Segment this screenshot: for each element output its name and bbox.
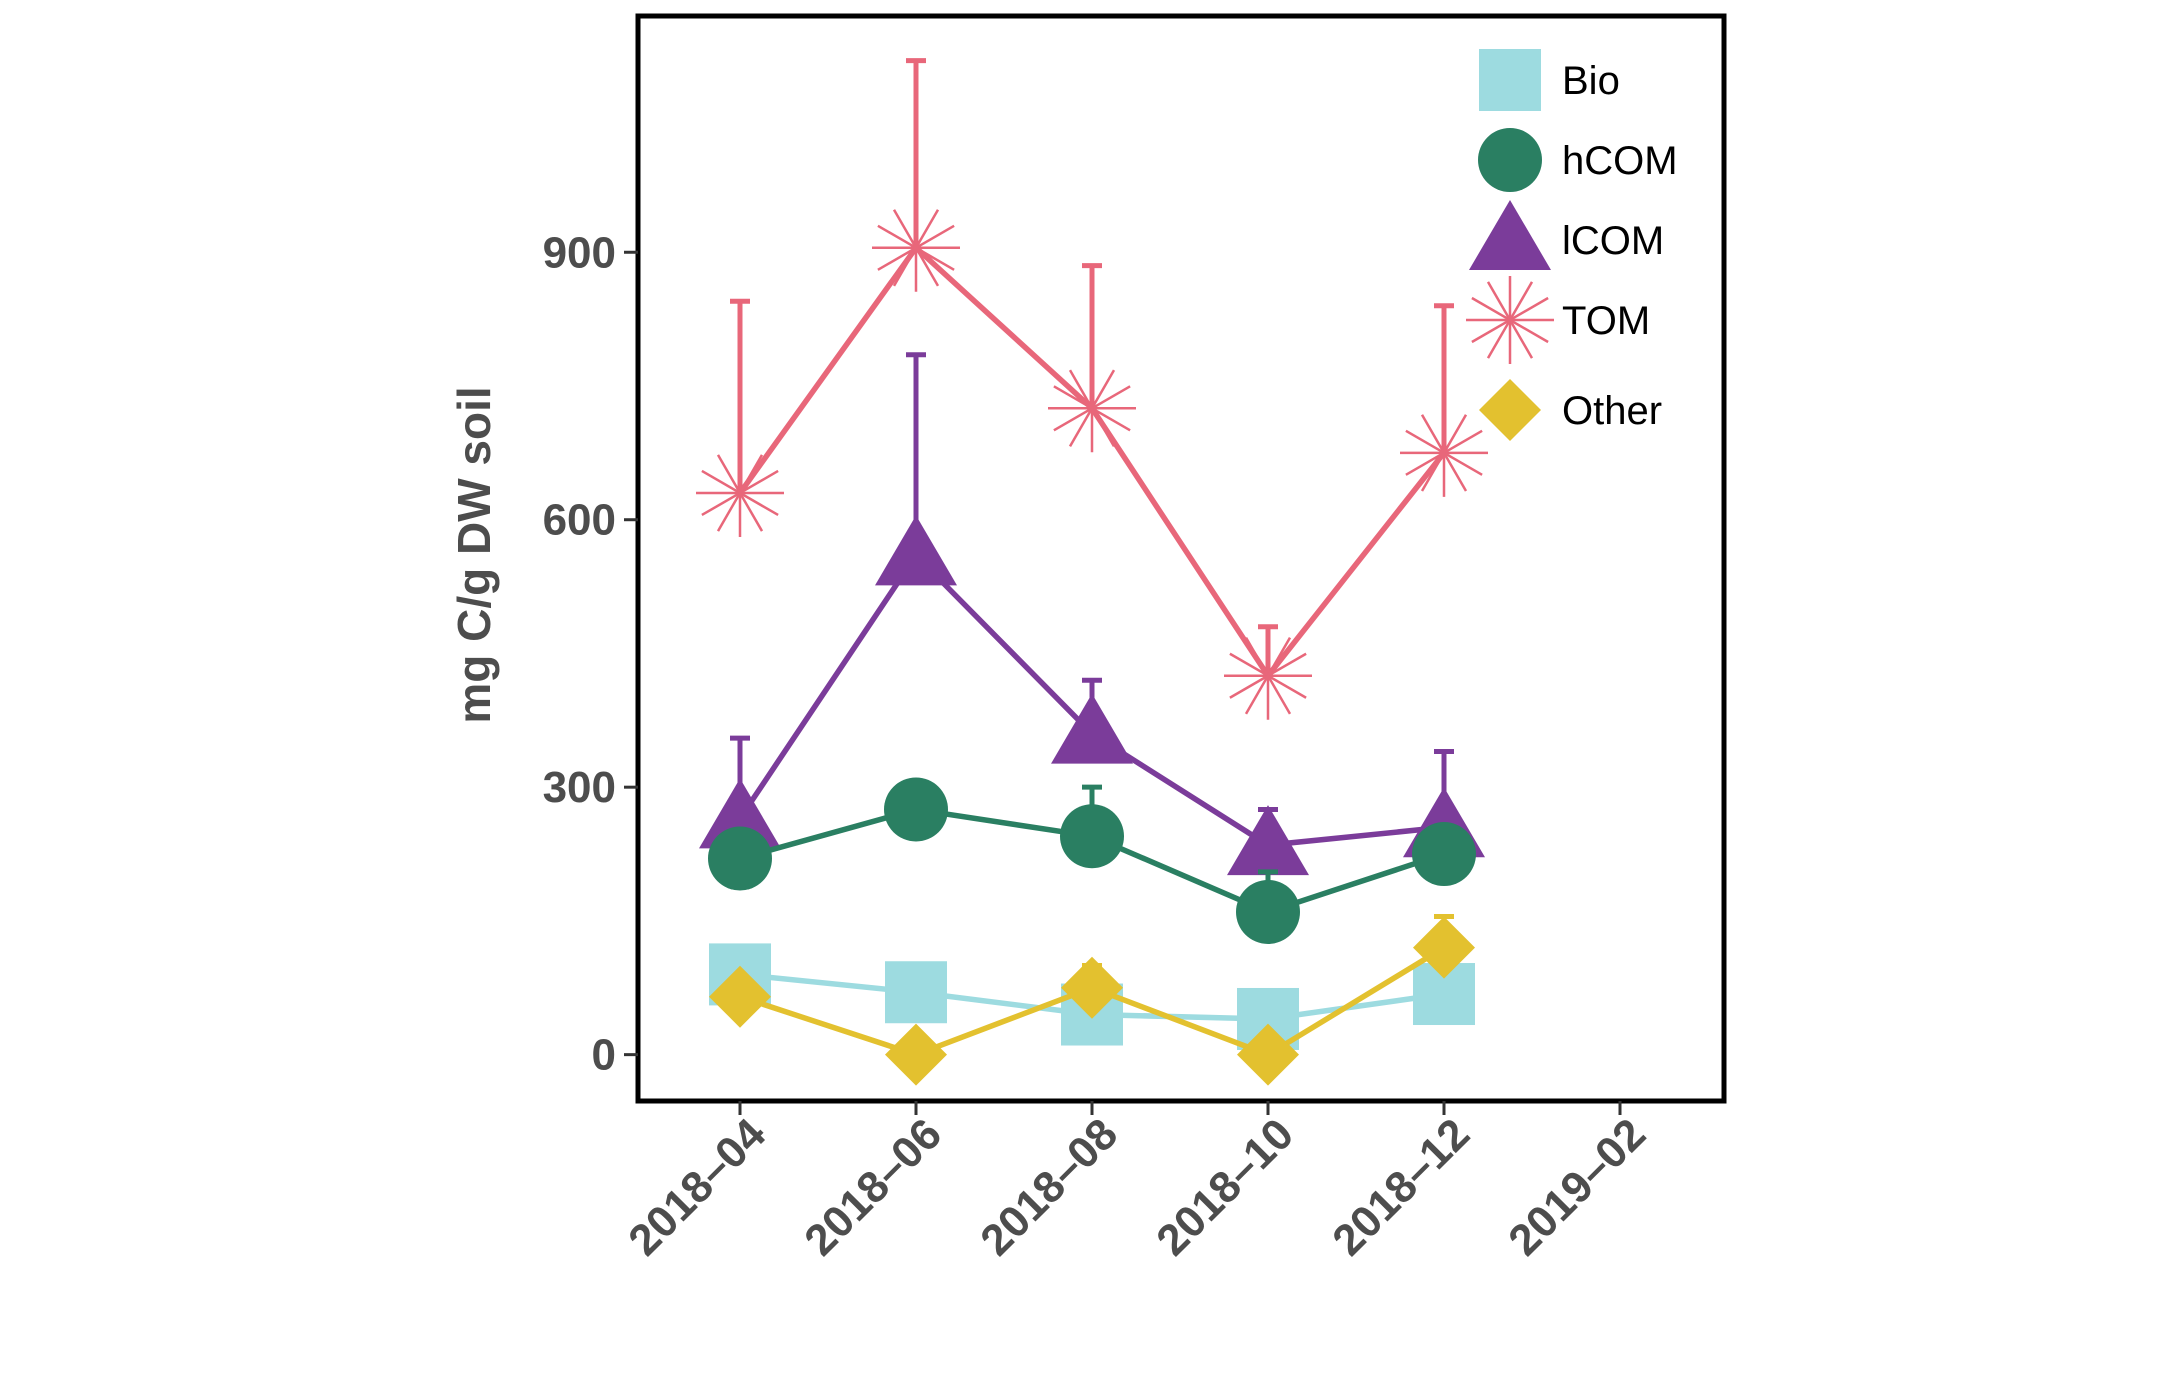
legend-key-other xyxy=(1479,379,1541,441)
y-tick-label: 900 xyxy=(543,228,616,277)
point-other xyxy=(1061,956,1123,1019)
asterisk-stroke xyxy=(892,209,940,287)
circle-marker xyxy=(708,826,772,891)
point-tom xyxy=(1400,408,1488,497)
x-tick-label: 2018–12 xyxy=(1323,1109,1479,1265)
point-tom xyxy=(1048,364,1136,453)
point-hcom xyxy=(1236,879,1300,944)
square-marker xyxy=(1479,49,1541,111)
circle-marker xyxy=(1478,128,1542,192)
x-tick-label: 2019–02 xyxy=(1499,1109,1655,1265)
y-axis-title: mg C/g DW soil xyxy=(448,386,500,723)
point-hcom xyxy=(884,777,948,842)
legend: Bio hCOM lCOM TOM Other xyxy=(1466,49,1678,441)
point-bio xyxy=(885,961,947,1024)
plot-border xyxy=(635,13,1727,1104)
point-lcom xyxy=(875,515,957,586)
legend-label-tom: TOM xyxy=(1562,299,1650,343)
y-tick-label: 300 xyxy=(543,763,616,812)
series-hcom xyxy=(708,777,1476,944)
point-tom xyxy=(1224,631,1312,720)
x-tick-label: 2018–06 xyxy=(795,1109,951,1265)
x-tick-label: 2018–08 xyxy=(971,1109,1127,1265)
legend-key-tom xyxy=(1466,276,1554,364)
diamond-marker xyxy=(1479,379,1541,441)
legend-item-bio: Bio xyxy=(1479,49,1620,111)
series-tom xyxy=(696,58,1488,720)
triangle-marker xyxy=(1227,805,1309,876)
circle-marker xyxy=(1412,822,1476,887)
legend-item-hcom: hCOM xyxy=(1478,128,1678,192)
point-hcom xyxy=(1412,822,1476,887)
x-tick-label: 2018–04 xyxy=(619,1109,775,1265)
legend-key-bio xyxy=(1479,49,1541,111)
point-hcom xyxy=(708,826,772,891)
triangle-marker xyxy=(1051,693,1133,764)
diamond-marker xyxy=(885,1023,947,1086)
point-other xyxy=(709,965,771,1028)
point-hcom xyxy=(1060,804,1124,869)
y-tick-label: 600 xyxy=(543,496,616,545)
y-tick-label: 0 xyxy=(592,1031,616,1080)
point-other xyxy=(1237,1023,1299,1086)
legend-label-other: Other xyxy=(1562,389,1662,433)
triangle-marker xyxy=(1469,200,1551,270)
asterisk-stroke xyxy=(1068,369,1116,448)
legend-key-hcom xyxy=(1478,128,1542,192)
circle-marker xyxy=(1060,804,1124,869)
point-lcom xyxy=(699,778,781,849)
point-other xyxy=(885,1023,947,1086)
triangle-marker xyxy=(875,515,957,586)
legend-label-lcom: lCOM xyxy=(1562,219,1664,263)
asterisk-stroke xyxy=(1244,637,1292,715)
circle-marker xyxy=(1236,879,1300,944)
legend-item-tom: TOM xyxy=(1466,276,1650,364)
point-lcom xyxy=(1227,805,1309,876)
diamond-marker xyxy=(709,965,771,1028)
asterisk-stroke xyxy=(1420,414,1468,492)
legend-item-lcom: lCOM xyxy=(1469,200,1664,270)
legend-key-lcom xyxy=(1469,200,1551,270)
legend-label-hcom: hCOM xyxy=(1562,139,1678,183)
point-tom xyxy=(872,203,960,292)
diamond-marker xyxy=(1237,1023,1299,1086)
legend-item-other: Other xyxy=(1479,379,1662,441)
x-tick-label: 2018–10 xyxy=(1147,1109,1303,1265)
triangle-marker xyxy=(699,778,781,849)
asterisk-stroke xyxy=(716,454,764,532)
diamond-marker xyxy=(1061,956,1123,1019)
diamond-marker xyxy=(1413,916,1475,979)
circle-marker xyxy=(884,777,948,842)
series-other xyxy=(709,913,1475,1086)
point-tom xyxy=(696,448,784,537)
asterisk-stroke xyxy=(1486,281,1534,359)
legend-label-bio: Bio xyxy=(1562,59,1620,103)
point-other xyxy=(1413,916,1475,979)
point-lcom xyxy=(1051,693,1133,764)
square-marker xyxy=(885,961,947,1024)
